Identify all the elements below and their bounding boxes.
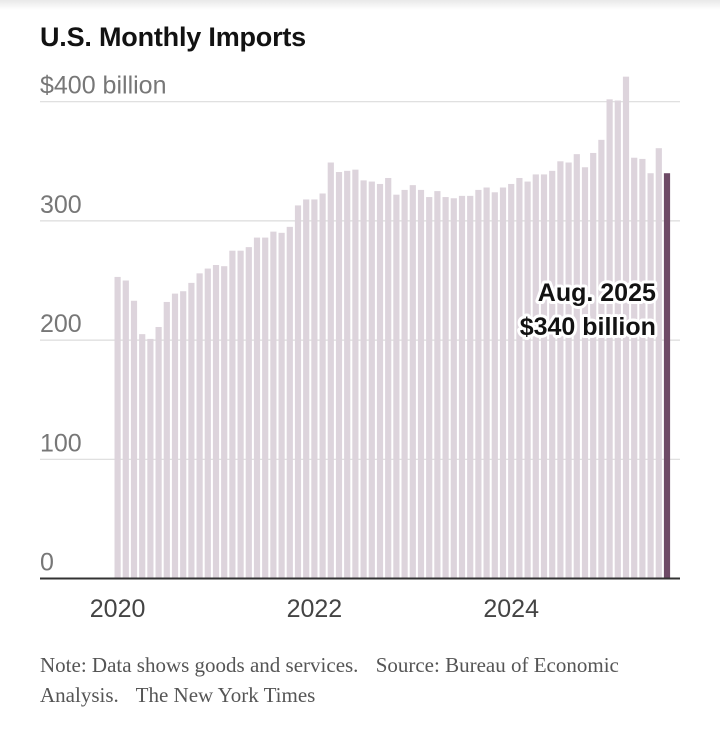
gridlines (40, 101, 680, 460)
y-tick-label-200: 200 (40, 310, 82, 338)
bar (639, 158, 646, 579)
bar (245, 247, 252, 579)
bar (188, 282, 195, 579)
bar (311, 199, 318, 579)
bar (237, 250, 244, 579)
bar (573, 154, 580, 579)
annotation-date: Aug. 2025 (538, 279, 656, 307)
bar (147, 338, 154, 579)
bar (212, 265, 220, 579)
bar (262, 237, 269, 579)
bar (450, 198, 457, 579)
bar (606, 99, 613, 579)
bar (442, 197, 449, 579)
credit-text: The New York Times (135, 683, 316, 707)
bar (614, 100, 621, 579)
bar (393, 194, 400, 579)
bar (253, 237, 261, 579)
bar (499, 187, 507, 579)
bar (278, 232, 285, 579)
source-text: Source: Bureau of Economic Analysis. (40, 653, 619, 707)
x-tick-label-2024: 2024 (483, 595, 539, 623)
bar (303, 199, 310, 579)
y-tick-label-400: $400 billion (40, 72, 167, 100)
bar (335, 172, 343, 579)
bar (360, 180, 367, 579)
bars (114, 76, 671, 579)
bar (180, 291, 187, 579)
bar (516, 177, 523, 579)
bar (270, 231, 277, 579)
bar (508, 183, 515, 579)
bar (467, 195, 474, 579)
bar (655, 148, 662, 579)
x-tick-label-2020: 2020 (90, 595, 146, 623)
annotation-value: $340 billion (520, 313, 656, 341)
bar (294, 205, 302, 579)
bar (598, 139, 605, 579)
bar (409, 185, 416, 579)
bar (221, 266, 228, 579)
bar (475, 189, 482, 579)
bar (344, 170, 351, 579)
bar (532, 174, 539, 579)
bar (196, 273, 203, 579)
y-tick-label-0: 0 (40, 549, 54, 577)
bar (376, 183, 384, 579)
bar (122, 280, 129, 579)
bar (327, 162, 334, 579)
bar (549, 170, 556, 579)
note-text: Note: Data shows goods and services. (40, 653, 359, 677)
bar (524, 181, 531, 579)
bar (491, 192, 498, 579)
bar (130, 300, 138, 579)
bar (581, 167, 589, 579)
x-tick-label-2022: 2022 (287, 595, 343, 623)
bar (204, 268, 211, 579)
bar (631, 157, 638, 579)
bar (426, 197, 433, 579)
bar (352, 169, 359, 579)
bar (319, 193, 326, 579)
x-axis-labels: 2020 2022 2024 (90, 595, 539, 623)
annotation: Aug. 2025 $340 billion (517, 276, 659, 344)
bar (417, 189, 425, 579)
bar (385, 177, 392, 579)
bar-highlight (663, 173, 671, 579)
bar (622, 76, 630, 579)
chart-footnote: Note: Data shows goods and services. Sou… (40, 650, 680, 710)
y-axis-labels: $400 billion 300 200 100 0 (40, 72, 167, 577)
bar (155, 326, 162, 579)
bar (163, 301, 170, 579)
bar (114, 276, 121, 579)
bar (434, 191, 441, 579)
chart-title: U.S. Monthly Imports (40, 22, 307, 52)
bar (368, 181, 375, 579)
bar (565, 162, 572, 579)
bar (286, 226, 293, 579)
bar (557, 161, 564, 579)
y-tick-label-100: 100 (40, 429, 82, 457)
bar (647, 173, 654, 579)
bar (171, 293, 179, 579)
bar (458, 195, 466, 579)
bar (139, 334, 146, 579)
bar (483, 187, 490, 579)
bar-chart: $400 billion 300 200 100 0 2020 2022 2024 Aug.… (40, 72, 680, 623)
y-tick-label-300: 300 (40, 191, 82, 219)
bar (229, 250, 236, 579)
bar (590, 152, 597, 579)
bar (540, 174, 548, 579)
bar (401, 189, 408, 579)
top-shadow (0, 0, 720, 10)
